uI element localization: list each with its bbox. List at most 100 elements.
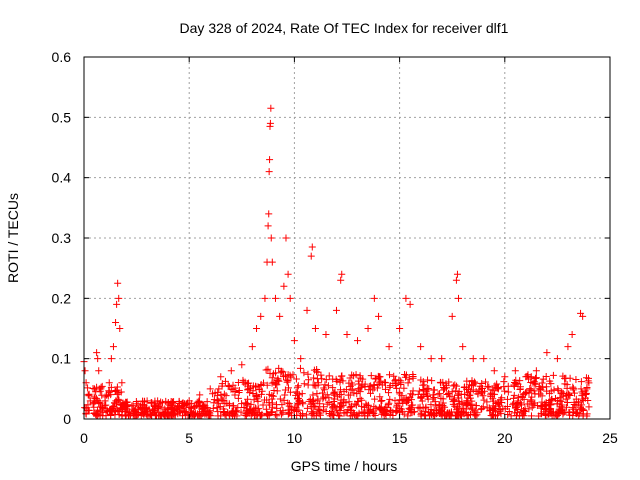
data-point: [234, 404, 242, 412]
data-point: [329, 384, 337, 392]
data-point: [105, 379, 113, 387]
data-point: [252, 383, 260, 391]
data-point: [338, 372, 346, 380]
data-point: [511, 367, 519, 375]
data-point: [501, 405, 509, 413]
data-point: [389, 408, 397, 416]
data-point: [222, 412, 230, 420]
data-point: [105, 387, 113, 395]
chart-title: Day 328 of 2024, Rate Of TEC Index for r…: [180, 20, 509, 36]
data-point: [335, 403, 343, 411]
data-point: [324, 382, 332, 390]
data-point: [354, 337, 362, 345]
data-point: [268, 258, 276, 266]
data-point: [330, 390, 338, 398]
data-point: [358, 396, 366, 404]
data-point: [516, 377, 524, 385]
y-tick-label: 0.3: [52, 230, 72, 246]
data-point: [242, 412, 250, 420]
data-point: [551, 395, 559, 403]
data-point: [400, 395, 408, 403]
data-point: [354, 412, 362, 420]
data-point: [541, 411, 549, 419]
data-point: [574, 399, 582, 407]
data-point: [322, 376, 330, 384]
data-point: [395, 388, 403, 396]
data-point: [353, 411, 361, 419]
data-point: [451, 394, 459, 402]
data-point: [353, 390, 361, 398]
data-point: [360, 409, 368, 417]
data-point: [375, 312, 383, 320]
data-point: [196, 391, 204, 399]
data-point: [141, 398, 149, 406]
data-point: [579, 410, 587, 418]
data-point: [307, 252, 315, 260]
x-tick-label: 25: [602, 430, 618, 446]
data-point: [509, 394, 517, 402]
data-point: [195, 397, 203, 405]
data-point: [489, 387, 497, 395]
data-point: [266, 119, 274, 127]
data-point: [227, 367, 235, 375]
data-point: [419, 378, 427, 386]
data-point: [230, 409, 238, 417]
data-point: [427, 401, 435, 409]
data-point: [244, 385, 252, 393]
data-point: [315, 410, 323, 418]
data-point: [265, 168, 273, 176]
data-point: [119, 405, 127, 413]
data-point: [204, 407, 212, 415]
data-point: [250, 396, 258, 404]
data-point: [320, 386, 328, 394]
y-tick-label: 0.2: [52, 290, 72, 306]
data-point: [572, 375, 580, 383]
grid-lines: [84, 57, 610, 419]
data-point: [504, 410, 512, 418]
data-point: [337, 276, 345, 284]
data-point: [129, 406, 137, 414]
data-point: [463, 412, 471, 420]
data-point: [115, 294, 123, 302]
data-point: [168, 411, 176, 419]
data-point: [294, 395, 302, 403]
data-point: [159, 399, 167, 407]
data-point: [524, 371, 532, 379]
data-point: [343, 408, 351, 416]
data-point: [313, 390, 321, 398]
data-point: [262, 366, 270, 374]
x-tick-label: 0: [80, 430, 88, 446]
data-point: [568, 331, 576, 339]
data-point: [425, 385, 433, 393]
data-point: [517, 392, 525, 400]
data-point: [541, 400, 549, 408]
data-point: [313, 366, 321, 374]
data-point: [333, 377, 341, 385]
data-point: [385, 343, 393, 351]
data-point: [104, 407, 112, 415]
y-axis-ticks: 0 0.1 0.2 0.3 0.4 0.5 0.6: [52, 49, 610, 427]
data-point: [279, 368, 287, 376]
data-point: [536, 390, 544, 398]
data-point: [486, 407, 494, 415]
data-point: [407, 409, 415, 417]
data-point: [141, 407, 149, 415]
data-point: [211, 389, 219, 397]
data-point: [264, 411, 272, 419]
data-point: [397, 379, 405, 387]
data-point: [264, 222, 272, 230]
data-point: [429, 391, 437, 399]
data-point: [424, 376, 432, 384]
data-point: [504, 388, 512, 396]
data-point: [364, 410, 372, 418]
data-point: [281, 386, 289, 394]
data-point: [156, 411, 164, 419]
data-point: [355, 385, 363, 393]
data-point: [113, 300, 121, 308]
data-point: [91, 397, 99, 405]
data-point: [399, 399, 407, 407]
plot-frame: [83, 56, 611, 420]
data-point: [320, 393, 328, 401]
data-point: [104, 392, 112, 400]
data-point: [480, 355, 488, 363]
